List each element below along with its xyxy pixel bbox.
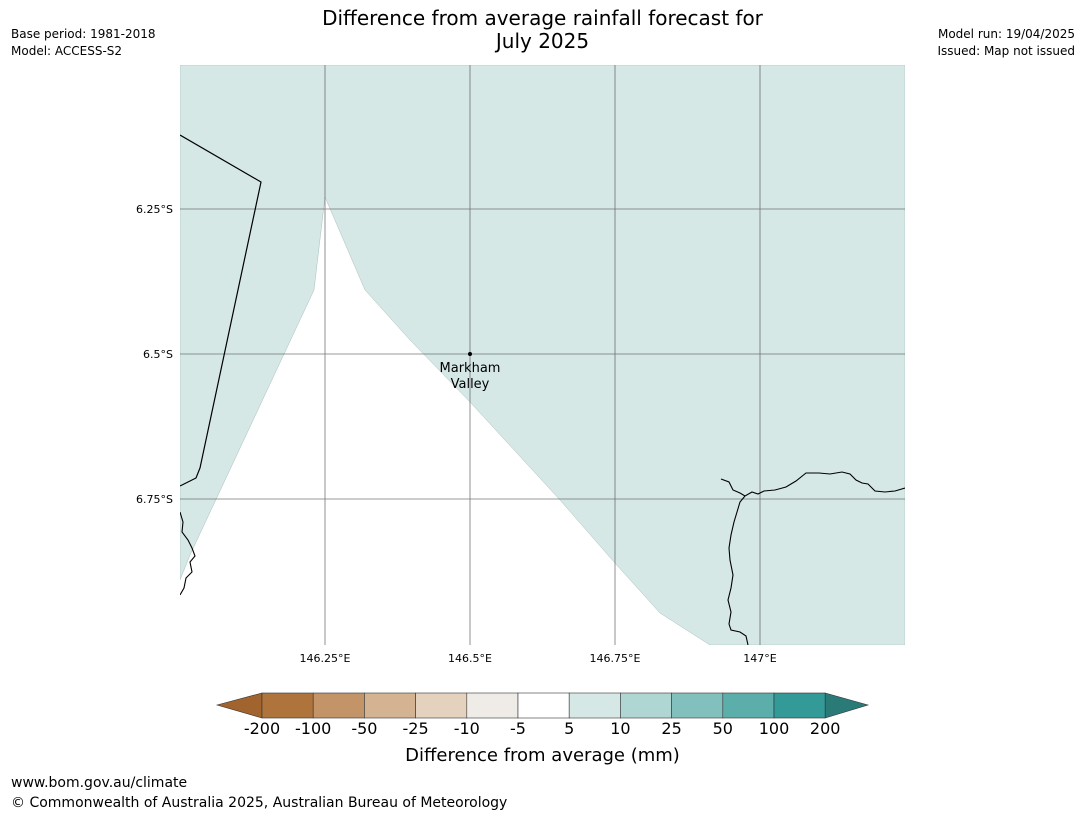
colorbar-swatch — [620, 692, 672, 719]
colorbar-tick-label: 10 — [610, 719, 631, 738]
lat-label-6-5: 6.5°S — [143, 348, 173, 361]
meta-left: Base period: 1981-2018 Model: ACCESS-S2 — [11, 26, 156, 60]
colorbar-swatch — [312, 692, 365, 719]
colorbar-title: Difference from average (mm) — [405, 745, 680, 766]
colorbar-swatch — [568, 692, 621, 719]
colorbar-tick-label: 5 — [564, 719, 575, 738]
colorbar-swatch — [722, 692, 775, 719]
footer-copyright: © Commonwealth of Australia 2025, Austra… — [11, 795, 508, 811]
coastline-east — [720, 471, 905, 497]
title-line-1: Difference from average rainfall forecas… — [322, 6, 763, 30]
colorbar-tick-label: -200 — [243, 719, 281, 738]
colorbar — [215, 692, 870, 719]
colorbar-tick-label: 25 — [661, 719, 682, 738]
colorbar-tick-label: 200 — [809, 719, 841, 738]
colorbar-tick-label: -10 — [453, 719, 480, 738]
lat-label-6-25: 6.25°S — [136, 203, 173, 216]
border-line — [180, 134, 262, 487]
colorbar-swatch — [773, 692, 826, 719]
map-title: Difference from average rainfall forecas… — [0, 7, 1085, 53]
markham-valley-marker — [468, 352, 472, 356]
colorbar-tick-label: -25 — [402, 719, 429, 738]
model-run: Model run: 19/04/2025 — [937, 27, 1075, 41]
title-line-2: July 2025 — [495, 29, 590, 53]
colorbar-swatch — [261, 692, 314, 719]
lat-label-6-75: 6.75°S — [136, 493, 173, 506]
place-label-line2: Valley — [451, 377, 490, 392]
colorbar-extend-low — [215, 692, 263, 719]
lon-label-146-75: 146.75°E — [590, 652, 641, 665]
coastline-west — [180, 511, 196, 596]
place-label-line1: Markham — [440, 361, 501, 376]
colorbar-swatch — [364, 692, 416, 719]
issued-status: Issued: Map not issued — [937, 44, 1075, 58]
colorbar-tick-label: -5 — [510, 719, 526, 738]
colorbar-tick-label: -50 — [351, 719, 378, 738]
colorbar-swatch — [415, 692, 468, 719]
colorbar-extend-high — [824, 692, 870, 719]
lon-label-146-5: 146.5°E — [448, 652, 492, 665]
footer-url: www.bom.gov.au/climate — [11, 775, 188, 791]
base-period: Base period: 1981-2018 — [11, 27, 156, 41]
lon-label-146-25: 146.25°E — [300, 652, 351, 665]
colorbar-swatch — [466, 692, 519, 719]
colorbar-tick-label: 100 — [758, 719, 790, 738]
model-name: Model: ACCESS-S2 — [11, 44, 123, 58]
colorbar-swatch — [671, 692, 724, 719]
meta-right: Model run: 19/04/2025 Issued: Map not is… — [937, 26, 1075, 60]
lon-label-147: 147°E — [743, 652, 776, 665]
river-line — [727, 495, 749, 645]
colorbar-swatch — [517, 692, 570, 719]
colorbar-tick-label: -100 — [295, 719, 332, 738]
colorbar-tick-label: 50 — [712, 719, 733, 738]
